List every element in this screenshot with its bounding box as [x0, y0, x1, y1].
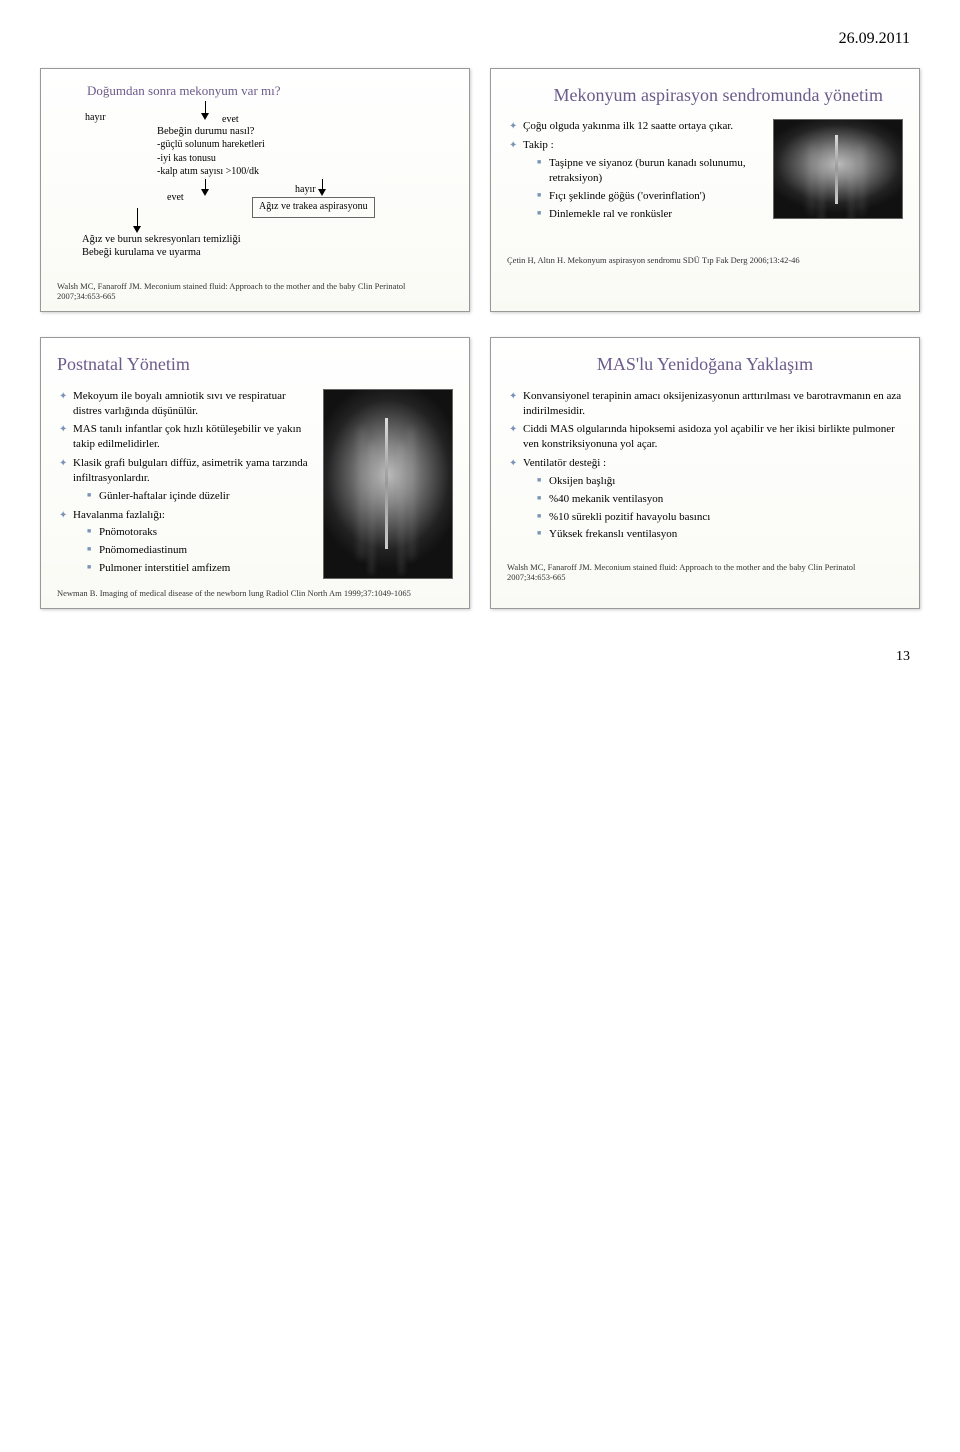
slides-grid: Doğumdan sonra mekonyum var mı? hayır ev…: [20, 68, 940, 609]
citation-3: Newman B. Imaging of medical disease of …: [57, 588, 453, 598]
s2-b1: Çoğu olguda yakınma ilk 12 saatte ortaya…: [509, 119, 763, 134]
xray-image-1: [773, 119, 903, 219]
citation-4: Walsh MC, Fanaroff JM. Meconium stained …: [507, 562, 903, 582]
s3-b1: Mekoyum ile boyalı amniotik sıvı ve resp…: [59, 389, 313, 419]
s4-b3-text: Ventilatör desteği :: [523, 457, 606, 469]
slide-mas-yonetim: Mekonyum aspirasyon sendromunda yönetim …: [490, 68, 920, 312]
s3-s4b: Pnömomediastinum: [87, 543, 313, 558]
s3-s4a: Pnömotoraks: [87, 525, 313, 540]
node-bebegin-sub: -güçlü solunum hareketleri -iyi kas tonu…: [157, 139, 265, 177]
slide3-bullets: Mekoyum ile boyalı amniotik sıvı ve resp…: [57, 389, 313, 576]
node-bebegin-text: Bebeğin durumu nasıl?: [157, 126, 254, 137]
s2-s2: Fıçı şeklinde göğüs ('overinflation'): [537, 189, 763, 204]
label-hayir-2: hayır: [295, 183, 316, 197]
s2-b2-text: Takip :: [523, 139, 554, 151]
slide3-title: Postnatal Yönetim: [57, 352, 453, 376]
s2-s3: Dinlemekle ral ve ronküsler: [537, 207, 763, 222]
s4-b2: Ciddi MAS olgularında hipoksemi asidoza …: [509, 422, 903, 452]
s4-s3b: %40 mekanik ventilasyon: [537, 492, 903, 507]
s4-b1: Konvansiyonel terapinin amacı oksijeniza…: [509, 389, 903, 419]
s3-b3: Klasik grafi bulguları diffüz, asimetrik…: [59, 456, 313, 504]
slide2-title: Mekonyum aspirasyon sendromunda yönetim: [507, 83, 903, 107]
s2-b2: Takip : Taşipne ve siyanoz (burun kanadı…: [509, 138, 763, 221]
node-bebegin: Bebeğin durumu nasıl? -güçlü solunum har…: [157, 125, 265, 179]
slide4-title: MAS'lu Yenidoğana Yaklaşım: [507, 352, 903, 376]
s2-s1: Taşipne ve siyanoz (burun kanadı solunum…: [537, 156, 763, 186]
slide-postnatal: Postnatal Yönetim Mekoyum ile boyalı amn…: [40, 337, 470, 609]
slide-flowchart: Doğumdan sonra mekonyum var mı? hayır ev…: [40, 68, 470, 312]
xray-image-2: [323, 389, 453, 579]
s4-s3d: Yüksek frekanslı ventilasyon: [537, 527, 903, 542]
s3-b4-text: Havalanma fazlalığı:: [73, 509, 165, 521]
flowchart: Doğumdan sonra mekonyum var mı? hayır ev…: [57, 83, 453, 273]
node-agiz-burun: Ağız ve burun sekresyonları temizliği Be…: [82, 233, 241, 259]
slide2-bullets: Çoğu olguda yakınma ilk 12 saatte ortaya…: [507, 119, 763, 221]
page-number: 13: [20, 609, 940, 675]
s3-b4: Havalanma fazlalığı: Pnömotoraks Pnömome…: [59, 508, 313, 576]
label-evet-2: evet: [167, 191, 184, 205]
citation-1: Walsh MC, Fanaroff JM. Meconium stained …: [57, 281, 453, 301]
citation-2: Çetin H, Altın H. Mekonyum aspirasyon se…: [507, 255, 903, 265]
label-hayir-1: hayır: [85, 111, 106, 125]
slide4-bullets: Konvansiyonel terapinin amacı oksijeniza…: [507, 389, 903, 543]
s4-s3a: Oksijen başlığı: [537, 474, 903, 489]
slide-mas-yaklasim: MAS'lu Yenidoğana Yaklaşım Konvansiyonel…: [490, 337, 920, 609]
flow-title: Doğumdan sonra mekonyum var mı?: [87, 83, 281, 99]
s3-s3a: Günler-haftalar içinde düzelir: [87, 489, 313, 504]
node-agiz-trakea: Ağız ve trakea aspirasyonu: [252, 197, 375, 218]
s4-b3: Ventilatör desteği : Oksijen başlığı %40…: [509, 456, 903, 542]
s3-b2: MAS tanılı infantlar çok hızlı kötüleşeb…: [59, 422, 313, 452]
s3-b3-text: Klasik grafi bulguları diffüz, asimetrik…: [73, 457, 308, 484]
header-date: 26.09.2011: [20, 20, 940, 68]
s3-s4c: Pulmoner interstitiel amfizem: [87, 561, 313, 576]
s4-s3c: %10 sürekli pozitif havayolu basıncı: [537, 510, 903, 525]
